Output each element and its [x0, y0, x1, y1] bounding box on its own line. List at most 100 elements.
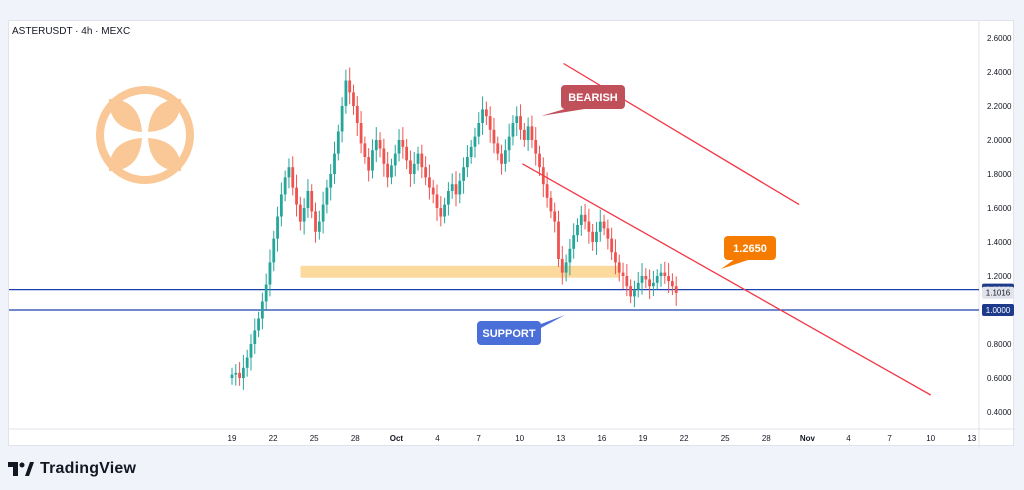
candle-body — [317, 221, 321, 232]
candle-body — [458, 180, 462, 195]
candle-body — [355, 106, 359, 123]
upper-trendline — [563, 62, 800, 206]
candle-body — [409, 160, 412, 174]
candle-body — [298, 204, 302, 222]
candle-body — [583, 214, 587, 222]
tradingview-brand: TradingView — [40, 460, 137, 477]
tradingview-logo-icon — [8, 462, 34, 476]
aster-logo-petal — [108, 138, 142, 172]
candle-body — [378, 140, 382, 149]
price-label: 1.1016 — [986, 289, 1011, 298]
candle-body — [587, 221, 591, 232]
candle-body — [401, 140, 405, 147]
candle-body — [390, 165, 393, 178]
candle-body — [397, 140, 401, 154]
candle-body — [306, 191, 310, 208]
aster-logo-ring — [96, 86, 194, 184]
candle-body — [257, 318, 260, 331]
resistance-zone — [300, 265, 620, 278]
candle-body — [424, 167, 428, 178]
x-tick-label: 10 — [926, 434, 935, 443]
candle-body — [496, 143, 500, 154]
candle-body — [636, 282, 640, 290]
candle-body — [245, 357, 249, 368]
x-tick-label: 22 — [680, 434, 689, 443]
y-tick-label: 1.6000 — [987, 204, 1012, 213]
candle-body — [610, 238, 614, 253]
candle-body — [469, 146, 473, 157]
x-tick-label: 7 — [887, 434, 892, 443]
candle-body — [443, 204, 447, 217]
candle-body — [371, 150, 374, 171]
chart-panel[interactable]: 2.6000 2.4000 2.2000 2.0000 1.8000 1.6000 1.40… — [8, 20, 1015, 447]
candle-body — [549, 197, 553, 212]
x-tick-label: 4 — [435, 434, 440, 443]
candle-body — [481, 109, 484, 123]
candle-body — [367, 157, 371, 171]
x-tick-label: 13 — [556, 434, 565, 443]
candle-body — [405, 146, 409, 161]
price-callout: 1.2650 — [733, 243, 767, 255]
candle-body — [420, 153, 424, 168]
candle-body — [648, 279, 652, 287]
candle-body — [287, 167, 291, 178]
candle-body — [663, 272, 667, 276]
y-tick-label: 0.8000 — [987, 340, 1012, 349]
candle-body — [279, 194, 283, 217]
candle-body — [348, 80, 352, 93]
y-tick-label: 2.4000 — [987, 68, 1012, 77]
candle-body — [488, 116, 492, 130]
candle-body — [538, 153, 541, 168]
candle-body — [310, 191, 314, 212]
candlestick-chart[interactable]: 2.6000 2.4000 2.2000 2.0000 1.8000 1.6000 1.40… — [9, 21, 1015, 447]
candle-body — [621, 272, 625, 276]
x-tick-label: 28 — [351, 434, 360, 443]
candle-body — [560, 259, 564, 273]
candle-body — [644, 276, 648, 280]
candle-body — [260, 301, 264, 319]
aster-logo-icon — [96, 86, 194, 184]
candle-body — [272, 238, 276, 263]
x-tick-label: 16 — [597, 434, 606, 443]
candle-body — [568, 248, 572, 263]
x-tick-label: 4 — [846, 434, 851, 443]
candle-body — [264, 284, 268, 302]
candle-body — [249, 344, 253, 358]
candle-body — [477, 123, 481, 137]
y-tick-label: 1.2000 — [987, 272, 1012, 281]
x-tick-label: Nov — [800, 434, 816, 443]
candle-body — [670, 281, 674, 287]
candle-body — [314, 211, 317, 232]
y-tick-label: 2.2000 — [987, 102, 1012, 111]
symbol-info: ASTERUSDT · 4h · MEXC — [12, 26, 131, 37]
x-tick-label: 19 — [639, 434, 648, 443]
y-tick-label: 1.4000 — [987, 238, 1012, 247]
candle-body — [629, 286, 633, 297]
candle-body — [329, 174, 333, 188]
candle-body — [579, 214, 583, 225]
aster-logo-petal — [108, 98, 142, 132]
candle-body — [325, 187, 329, 205]
support-label: SUPPORT — [482, 328, 535, 340]
price-callout-box — [724, 236, 776, 260]
candle-body — [462, 167, 465, 181]
candle-body — [386, 163, 390, 178]
candle-body — [591, 231, 595, 242]
candle-body — [241, 367, 245, 378]
x-tick-label: 7 — [476, 434, 481, 443]
x-tick-label: 25 — [721, 434, 730, 443]
y-tick-label: 2.0000 — [987, 136, 1012, 145]
candle-body — [268, 262, 272, 285]
candle-body — [576, 225, 579, 236]
candle-body — [253, 330, 257, 344]
x-tick-label: 25 — [310, 434, 319, 443]
candle-body — [633, 289, 636, 297]
x-tick-label: 10 — [515, 434, 524, 443]
candle-body — [344, 80, 348, 106]
candle-body — [465, 157, 469, 168]
candle-body — [492, 129, 496, 144]
y-tick-label: 2.6000 — [987, 34, 1012, 43]
candle-body — [336, 131, 340, 154]
candle-body — [416, 153, 420, 164]
candle-body — [659, 272, 663, 276]
